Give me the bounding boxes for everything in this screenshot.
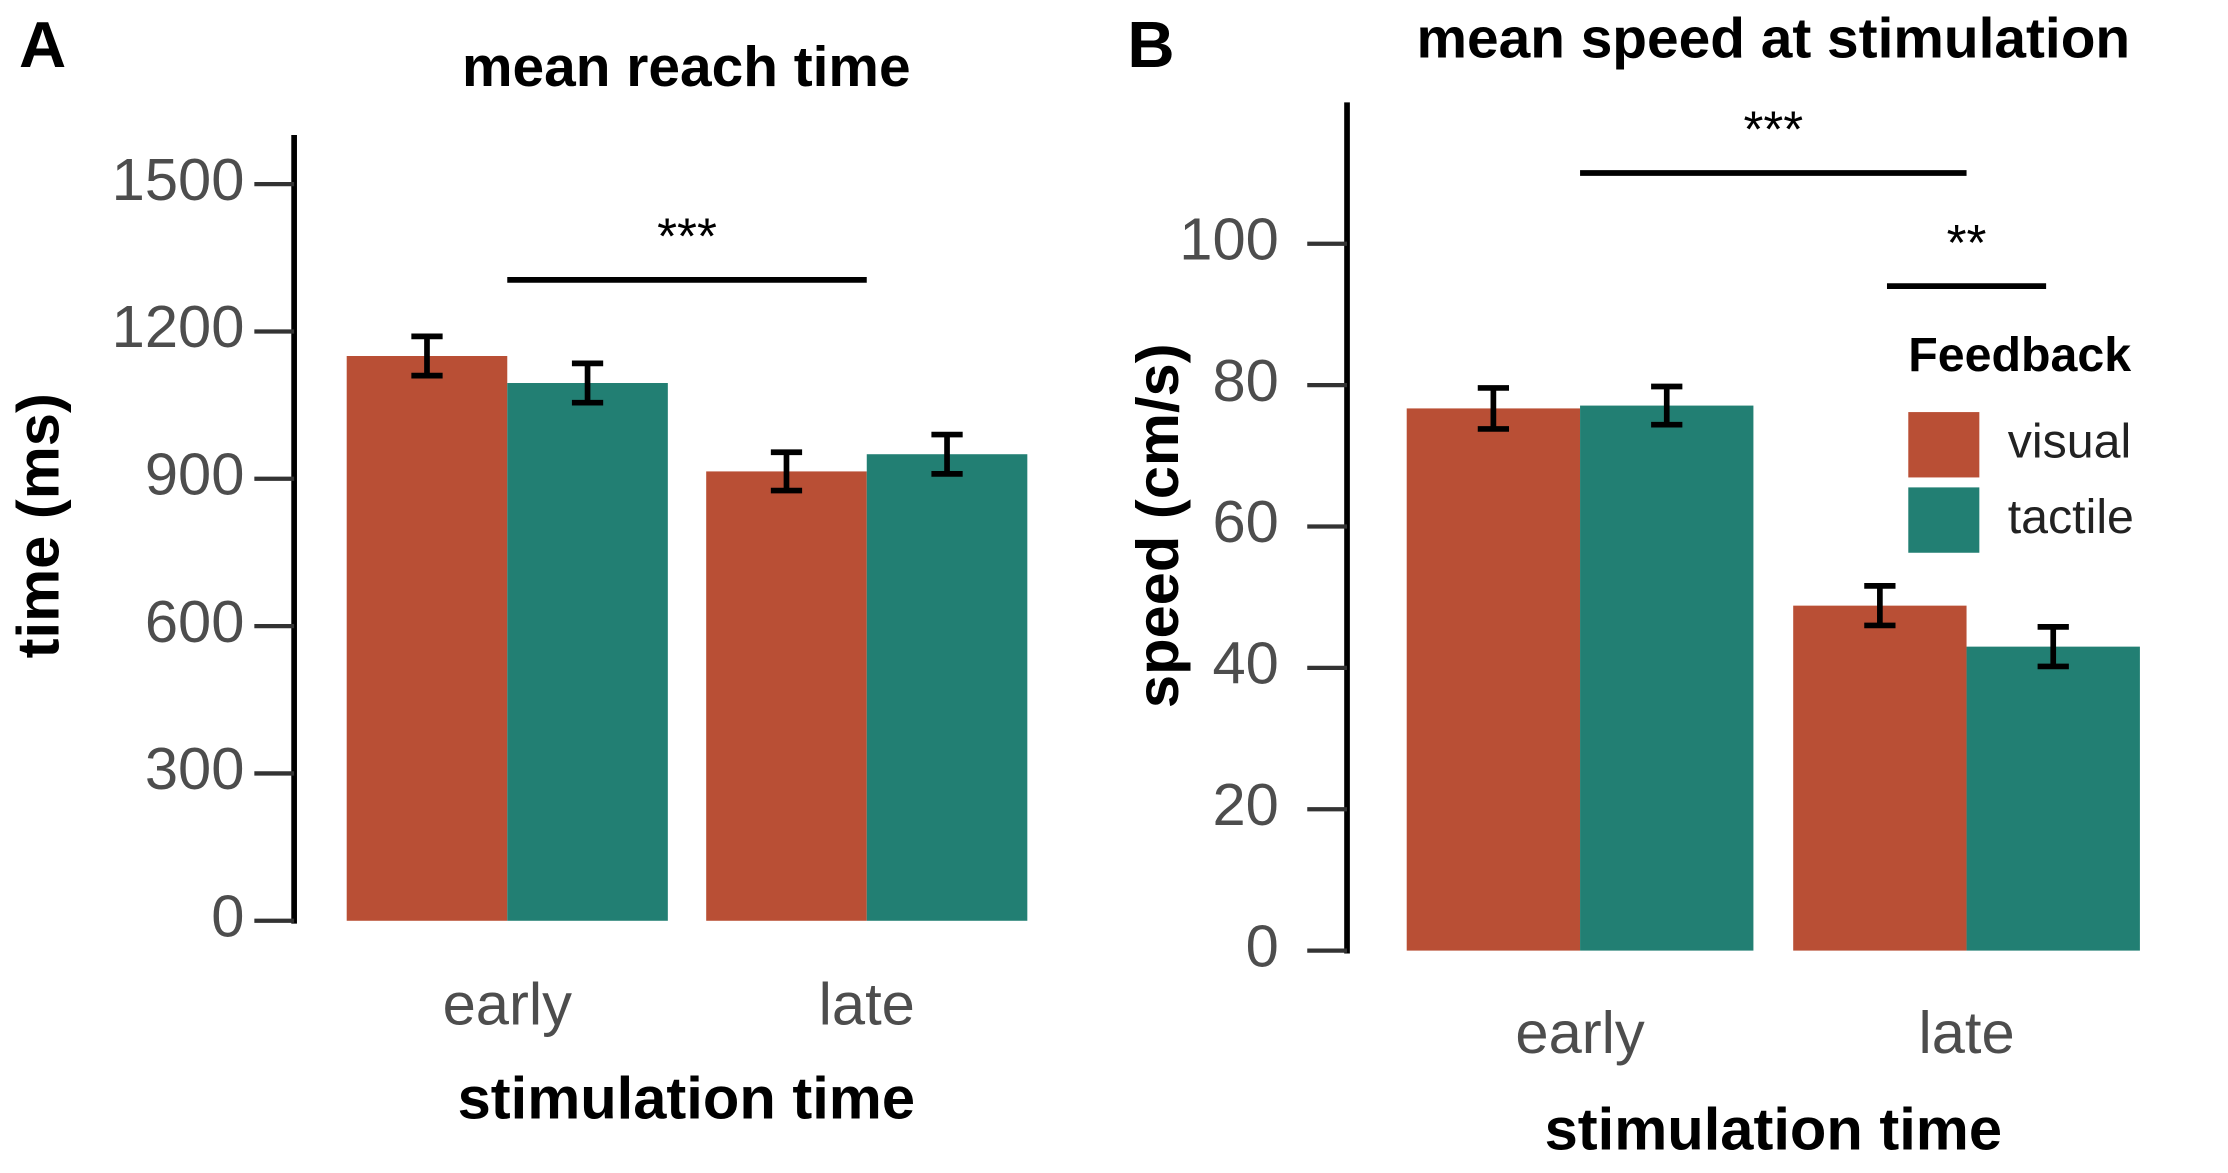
- y-tick-label: 900: [145, 441, 245, 508]
- x-tick-label: late: [819, 971, 915, 1038]
- error-bar: [2037, 624, 2069, 670]
- x-tick-label: early: [443, 971, 572, 1038]
- error-bar: [770, 449, 803, 494]
- y-tick-label: 600: [145, 588, 245, 655]
- panel-label: A: [19, 8, 66, 81]
- legend-title: Feedback: [1908, 328, 2131, 382]
- bar: [706, 471, 867, 921]
- legend-swatch: [1908, 487, 1980, 553]
- error-bar: [1864, 583, 1896, 629]
- y-tick-label: 300: [145, 735, 245, 802]
- y-tick-label: 100: [1179, 205, 1279, 272]
- x-tick-label: late: [1918, 999, 2014, 1066]
- chart-title: mean reach time: [462, 36, 911, 99]
- error-bar: [1477, 385, 1510, 432]
- x-axis-title: stimulation time: [458, 1064, 915, 1131]
- bar: [1580, 405, 1754, 951]
- panel-label: B: [1127, 8, 1174, 81]
- y-tick-label: 1500: [112, 146, 245, 213]
- x-tick-label: early: [1515, 999, 1644, 1066]
- bar: [507, 383, 668, 921]
- y-tick-label: 0: [1246, 912, 1279, 979]
- bar: [346, 356, 508, 921]
- error-bar: [1651, 383, 1683, 428]
- error-bar: [931, 431, 963, 477]
- y-tick-label: 1200: [112, 293, 245, 360]
- legend-label: visual: [2008, 415, 2131, 469]
- bar: [1406, 408, 1581, 951]
- significance-label: **: [1947, 214, 1987, 271]
- significance-label: ***: [657, 208, 717, 265]
- y-tick-label: 80: [1212, 347, 1278, 414]
- y-tick-label: 60: [1212, 488, 1278, 555]
- y-tick-label: 20: [1212, 771, 1278, 838]
- bar: [1793, 605, 1967, 951]
- y-axis-title: speed (cm/s): [1124, 343, 1191, 708]
- y-axis-title: time (ms): [4, 393, 71, 658]
- x-axis-title: stimulation time: [1545, 1096, 2002, 1163]
- bar: [866, 454, 1028, 921]
- legend-swatch: [1908, 412, 1980, 478]
- error-bar: [411, 333, 443, 379]
- bar: [1966, 646, 2140, 951]
- y-tick-label: 0: [211, 883, 244, 950]
- error-bar: [571, 360, 604, 406]
- legend-label: tactile: [2008, 490, 2134, 544]
- chart-title: mean speed at stimulation: [1416, 8, 2130, 71]
- y-tick-label: 40: [1212, 630, 1278, 697]
- significance-label: ***: [1743, 101, 1803, 158]
